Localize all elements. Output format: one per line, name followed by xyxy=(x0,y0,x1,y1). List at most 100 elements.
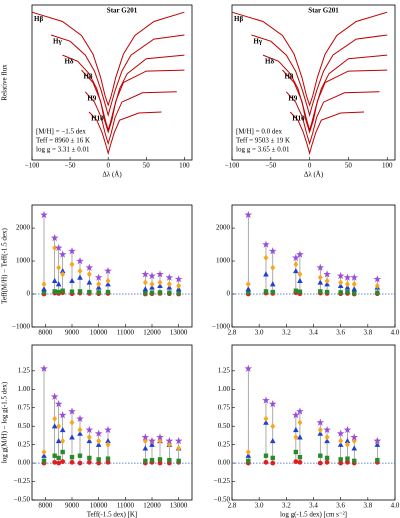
marker xyxy=(297,434,303,440)
y-tick-label: −1000 xyxy=(12,323,30,331)
marker xyxy=(148,271,156,280)
marker xyxy=(352,458,357,464)
x-tick-label: 10000 xyxy=(90,329,108,337)
plot-frame xyxy=(231,4,396,161)
marker xyxy=(141,270,150,278)
marker xyxy=(105,437,111,444)
marker xyxy=(262,396,270,404)
marker xyxy=(96,437,102,445)
marker xyxy=(69,277,75,284)
marker xyxy=(245,280,251,288)
x-tick-label: 4.0 xyxy=(391,502,400,510)
marker xyxy=(244,210,253,219)
marker xyxy=(270,460,276,466)
x-tick-label: −50 xyxy=(265,162,276,170)
y-tick-label: 0 xyxy=(27,290,31,298)
spectrum-line xyxy=(84,91,177,146)
marker xyxy=(324,455,330,461)
x-tick-label: 3.4 xyxy=(309,502,318,510)
marker xyxy=(338,437,344,445)
line-label: Hγ xyxy=(53,38,62,46)
marker xyxy=(338,460,344,466)
marker xyxy=(324,289,330,295)
x-tick-label: 0 xyxy=(106,162,110,170)
marker xyxy=(345,459,350,465)
marker xyxy=(52,453,57,458)
marker xyxy=(68,247,76,255)
x-tick-label: 13000 xyxy=(170,502,188,510)
marker xyxy=(351,280,357,288)
annotation: Teff = 9503 ± 19 K xyxy=(236,137,290,145)
marker xyxy=(373,275,382,283)
marker xyxy=(293,261,299,268)
line-label: Hβ xyxy=(34,15,43,23)
marker xyxy=(292,411,300,419)
marker xyxy=(54,243,63,252)
marker xyxy=(245,286,252,292)
marker xyxy=(176,282,182,289)
marker xyxy=(60,459,66,465)
panel-title: Star G201 xyxy=(107,7,138,15)
marker xyxy=(86,437,93,444)
marker xyxy=(269,437,276,444)
marker xyxy=(297,289,303,294)
marker xyxy=(51,277,58,284)
x-tick-label: 100 xyxy=(179,162,190,170)
spectrum-line xyxy=(88,111,162,156)
marker xyxy=(87,455,92,461)
marker xyxy=(317,430,324,436)
marker xyxy=(77,460,83,466)
marker xyxy=(86,279,93,285)
spectrum-line xyxy=(285,91,380,146)
y-tick-label: 0.25 xyxy=(18,440,31,448)
marker xyxy=(176,290,181,296)
y-axis-label: Teff(M/H) − Teff(-1.5 dex) xyxy=(1,228,9,304)
marker xyxy=(52,415,58,423)
x-tick-label: −100 xyxy=(225,162,240,170)
marker xyxy=(86,271,92,278)
marker xyxy=(269,281,276,287)
marker xyxy=(156,270,164,278)
marker xyxy=(96,457,101,462)
line-label: H9 xyxy=(288,94,297,102)
marker xyxy=(263,453,269,458)
plot-frame xyxy=(231,344,396,501)
marker xyxy=(52,289,57,294)
marker xyxy=(317,426,323,434)
marker xyxy=(51,423,58,429)
marker xyxy=(318,453,323,458)
marker xyxy=(343,273,352,281)
line-label: Hδ xyxy=(265,58,274,66)
marker xyxy=(174,275,183,283)
marker xyxy=(60,271,66,278)
marker xyxy=(246,458,251,464)
x-tick-label: 8000 xyxy=(38,502,53,510)
y-tick-label: 0.00 xyxy=(18,459,31,467)
x-tick-label: 11000 xyxy=(117,329,135,337)
line-label: H10 xyxy=(91,115,104,123)
marker xyxy=(324,459,330,465)
annotation: [M/H] = 0.0 dex xyxy=(236,128,282,136)
marker xyxy=(143,290,148,296)
y-tick-label: −0.25 xyxy=(214,477,231,485)
x-tick-label: 3.2 xyxy=(282,502,291,510)
marker xyxy=(105,441,111,448)
marker xyxy=(104,425,112,434)
x-tick-label: 12000 xyxy=(143,329,161,337)
marker xyxy=(296,250,304,258)
marker xyxy=(324,277,330,285)
marker xyxy=(94,273,103,281)
marker xyxy=(50,392,59,400)
marker xyxy=(375,290,380,295)
marker xyxy=(166,280,172,288)
y-tick-label: 1.00 xyxy=(18,385,31,393)
marker xyxy=(324,434,330,441)
marker xyxy=(336,429,345,437)
marker xyxy=(345,456,350,461)
marker xyxy=(263,289,269,294)
marker xyxy=(167,290,172,295)
marker xyxy=(174,436,183,445)
marker xyxy=(245,452,252,458)
marker xyxy=(77,453,83,458)
